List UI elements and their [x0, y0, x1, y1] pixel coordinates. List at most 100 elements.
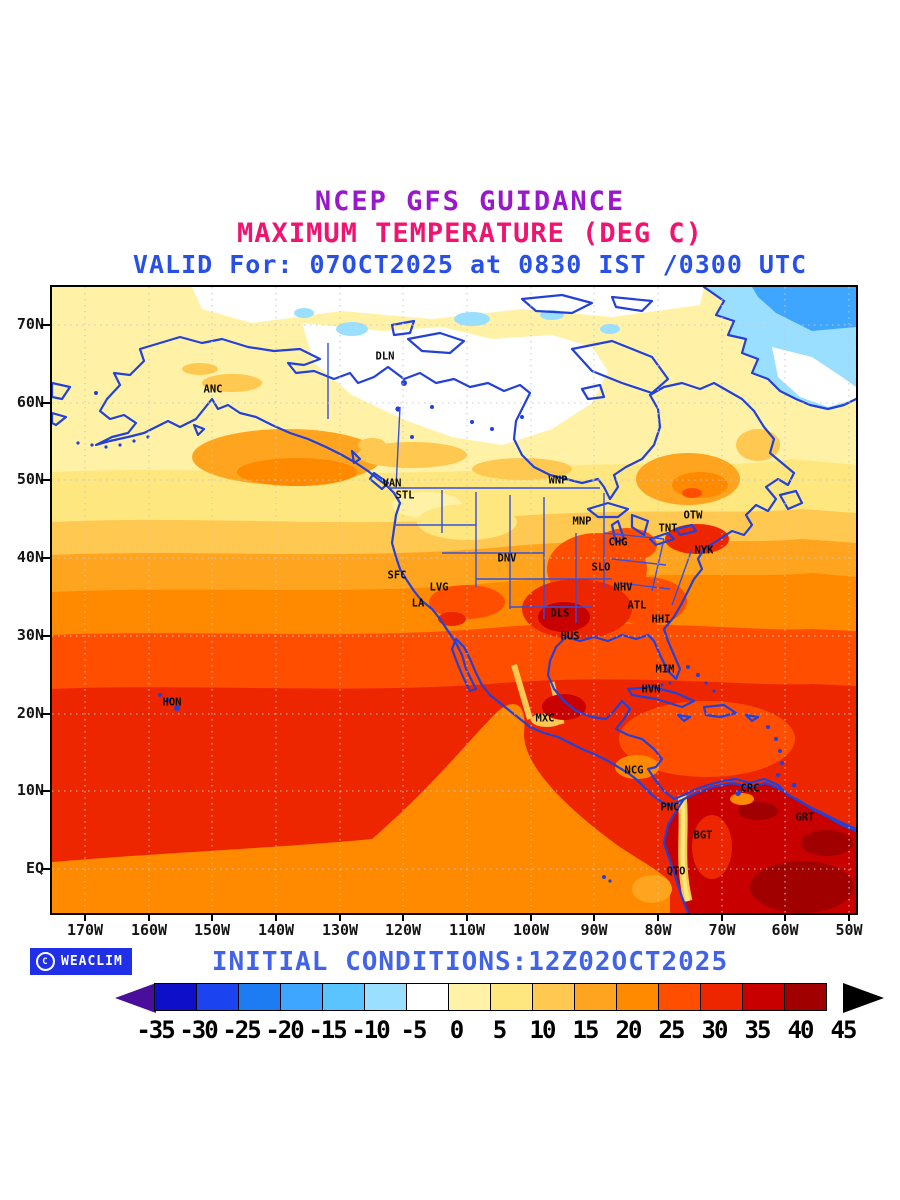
colorbar-segment-0 [154, 983, 197, 1011]
map-shape [182, 363, 218, 375]
city-label-hus: HUS [560, 630, 580, 643]
map-shape [430, 405, 434, 409]
map-shape [750, 861, 854, 913]
lat-tick-mark [41, 402, 50, 404]
colorbar-segment-2 [238, 983, 281, 1011]
map-shape [192, 423, 206, 437]
equatorial-orange [52, 704, 670, 913]
lat-label-20n: 20N [16, 704, 44, 722]
city-label-hhi: HHI [651, 613, 671, 626]
colorbar-tick-label: 15 [572, 1016, 600, 1044]
valid-time-line: VALID For: 07OCT2025 at 0830 IST /0300 U… [132, 250, 808, 279]
initial-conditions-line: INITIAL CONDITIONS:12Z02OCT2025 [211, 947, 729, 977]
lon-label-160w: 160W [130, 921, 168, 939]
colorbar-tick-label: -10 [351, 1016, 390, 1044]
colorbar-segment-13 [700, 983, 743, 1011]
map-shape [520, 415, 524, 419]
colorbar-segment-5 [364, 983, 407, 1011]
map-shape [165, 697, 171, 703]
coast-south-america [662, 781, 856, 913]
city-label-layer: ANC DLN VAN STL WNP MNP OTW TNT NYK CHG DNV SLO SFC L… [52, 287, 856, 913]
city-label-grt: GRT [795, 811, 815, 824]
city-label-wnp: WNP [548, 474, 568, 487]
lon-label-120w: 120W [384, 921, 422, 939]
colorbar-segment-14 [742, 983, 785, 1011]
lake-ontario [674, 523, 698, 537]
map-shape [410, 435, 414, 439]
lon-tick-mark [848, 913, 850, 921]
colorbar-tick-label: 5 [492, 1016, 507, 1044]
map-shape [118, 443, 122, 447]
colorbar-left-arrow [115, 983, 156, 1013]
lon-tick-mark [402, 913, 404, 921]
colorbar-segment-12 [658, 983, 701, 1011]
map-shape [712, 689, 716, 693]
coast-pacific [94, 397, 686, 807]
map-shape [610, 295, 654, 313]
logo-text: WEACLIM [61, 954, 123, 969]
cuba [626, 685, 696, 709]
lon-tick-mark [211, 913, 213, 921]
city-label-nhv: NHV [613, 581, 633, 594]
city-label-ncg: NCG [624, 764, 644, 777]
city-label-atl: ATL [627, 599, 647, 612]
map-shape [660, 683, 664, 687]
city-label-sfc: SFC [387, 569, 407, 582]
ecuador-warm-blob [632, 875, 672, 903]
colorbar-segment-9 [532, 983, 575, 1011]
lon-tick-mark [466, 913, 468, 921]
city-label-qto: QTO [666, 865, 686, 878]
coast-arctic-atlantic-gulf [105, 335, 856, 833]
victoria-island [406, 331, 466, 355]
lon-label-60w: 60W [771, 921, 799, 939]
lon-tick-mark [339, 913, 341, 921]
city-label-tnt: TNT [658, 522, 678, 535]
lon-label-110w: 110W [448, 921, 486, 939]
colorbar-segment-1 [196, 983, 239, 1011]
coast-greenland [702, 287, 856, 411]
colorbar-segment-4 [322, 983, 365, 1011]
colorbar-segment-11 [616, 983, 659, 1011]
map-shape [336, 322, 368, 336]
lat-tick-mark [41, 713, 50, 715]
coastlines [94, 287, 856, 913]
lon-tick-mark [784, 913, 786, 921]
lon-label-140w: 140W [257, 921, 295, 939]
map-shape [511, 664, 533, 720]
map-shape [668, 681, 672, 685]
map-shape [791, 782, 797, 788]
colorbar-segment-8 [490, 983, 533, 1011]
lat-label-eq: EQ [25, 859, 44, 877]
map-shape [801, 830, 853, 856]
colorbar-tick-label: 0 [449, 1016, 464, 1044]
lat-label-10n: 10N [16, 781, 44, 799]
jamaica [676, 713, 692, 723]
map-shape [778, 749, 782, 753]
map-shape [202, 374, 262, 392]
map-shape [350, 449, 362, 465]
map-shape [490, 427, 494, 431]
colorbar-tick-label: -35 [136, 1016, 175, 1044]
greenland [704, 287, 856, 409]
lon-label-100w: 100W [512, 921, 550, 939]
page-title: NCEP GFS GUIDANCE [314, 186, 626, 217]
lat-label-30n: 30N [16, 626, 44, 644]
lat-tick-mark [41, 635, 50, 637]
lakes-and-islands [52, 293, 804, 883]
map-shape [776, 773, 780, 777]
map-shape [94, 391, 98, 395]
map-shape [237, 458, 357, 486]
copyright-icon: C [36, 952, 55, 971]
map-shape [470, 420, 474, 424]
lat-label-60n: 60N [16, 393, 44, 411]
city-label-chg: CHG [608, 536, 628, 549]
map-shape [538, 602, 590, 632]
city-label-pnc: PNC [660, 801, 680, 814]
ellesmere-island [520, 293, 594, 315]
colorbar-tick-label: -5 [400, 1016, 428, 1044]
lon-tick-mark [84, 913, 86, 921]
city-label-nyk: NYK [694, 544, 714, 557]
colorbar-tick-label: 30 [701, 1016, 729, 1044]
colorbar-tick-label: -15 [308, 1016, 347, 1044]
